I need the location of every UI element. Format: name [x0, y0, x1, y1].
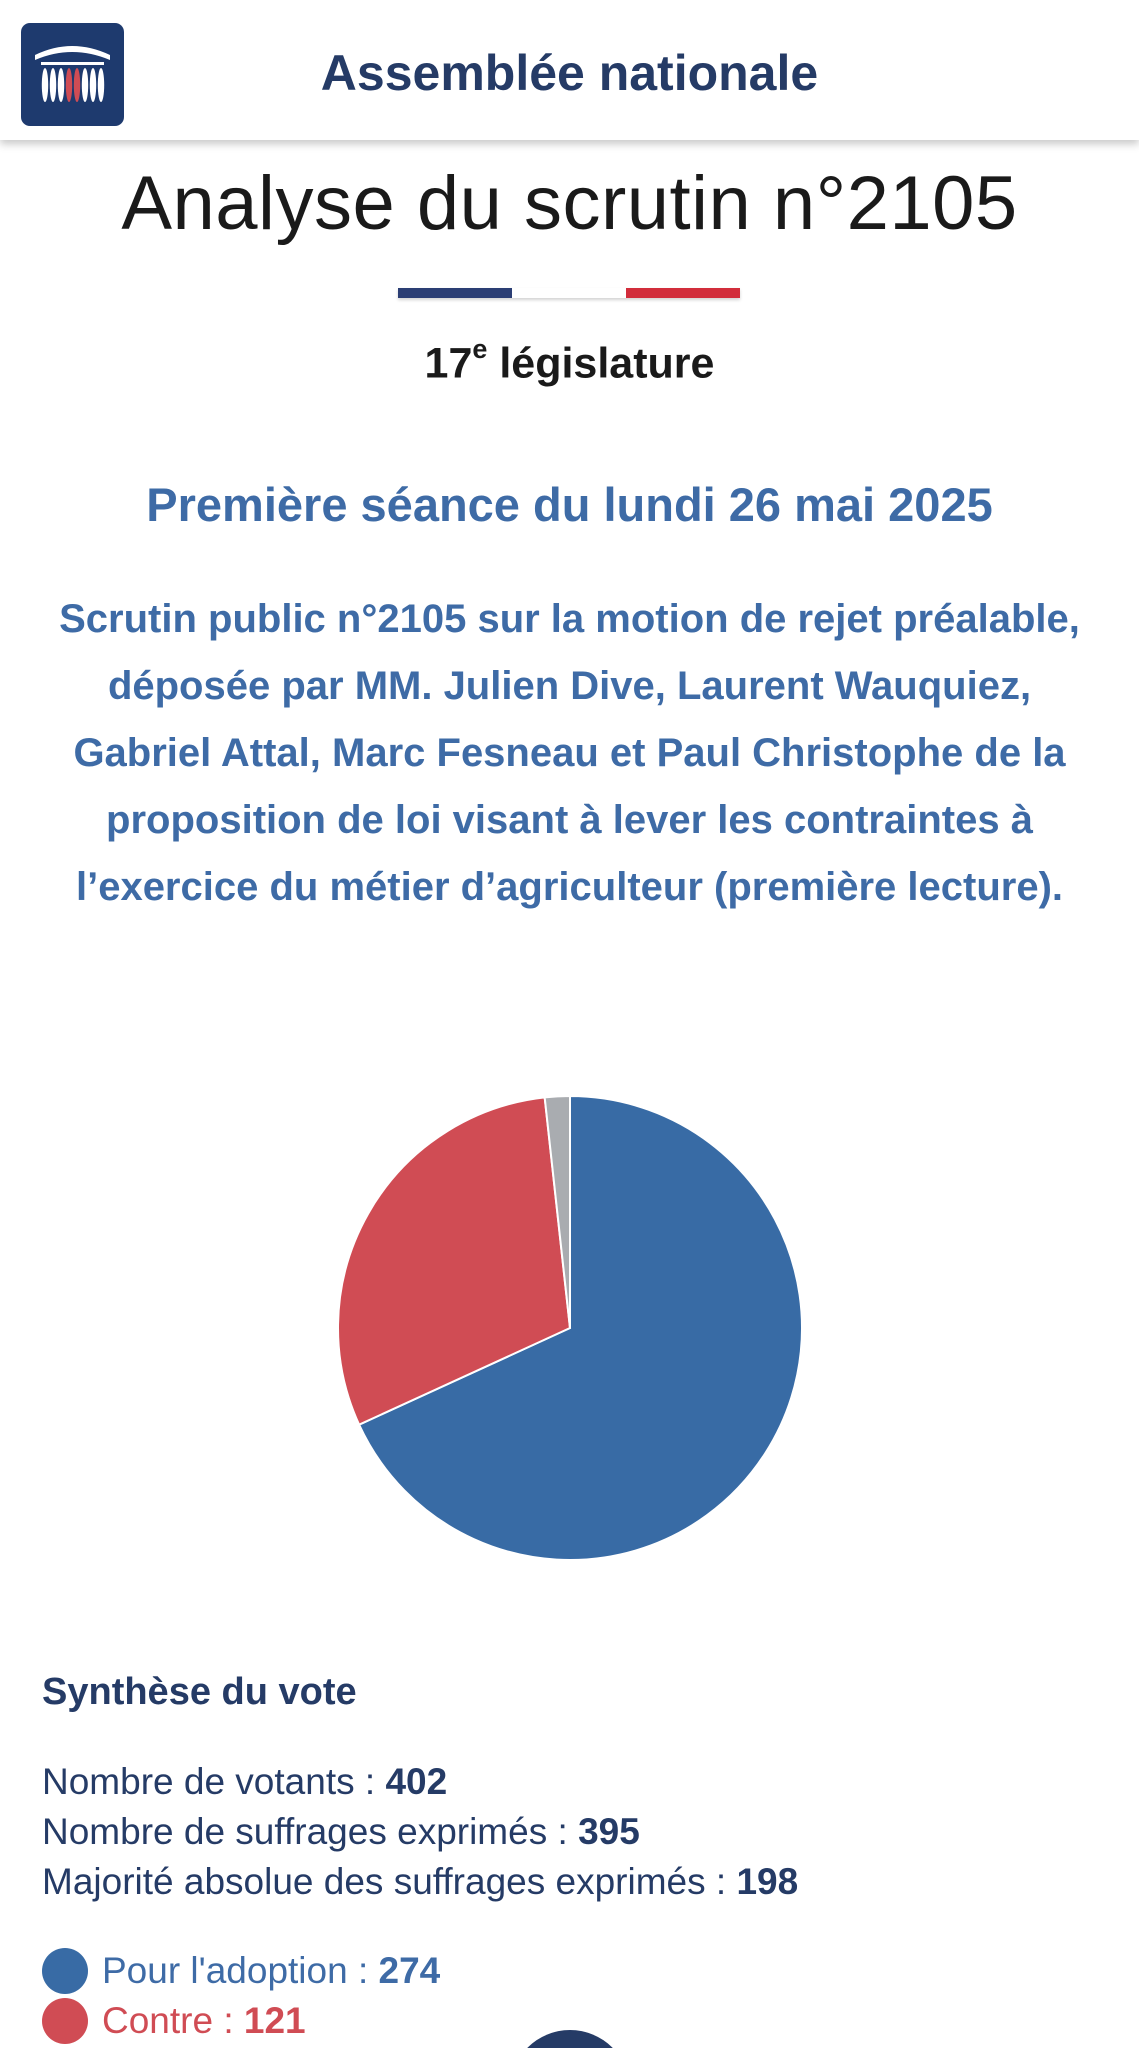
pie-slice-pour-l-adoption[interactable] — [357, 1094, 803, 1561]
vote-legend: Pour l'adoption : 274 Contre : 121 — [42, 1946, 440, 2046]
contre-dot-icon — [42, 1998, 88, 2044]
scrutin-description: Scrutin public n°2105 sur la motion de r… — [59, 597, 1080, 909]
contre-value: 121 — [243, 2000, 306, 2041]
majorite-value: 198 — [736, 1861, 799, 1902]
page-title: Analyse du scrutin n°2105 — [121, 161, 1018, 246]
top-bar: Assemblée nationale — [0, 0, 1139, 140]
floating-action-button[interactable] — [510, 2030, 630, 2048]
suffrages-row: Nombre de suffrages exprimés : 395 — [42, 1807, 798, 1857]
legislature-superscript: e — [472, 334, 488, 364]
seance-heading: Première séance du lundi 26 mai 2025 — [146, 478, 993, 531]
pour-label: Pour l'adoption : — [102, 1950, 369, 1991]
legislature-number: 17 — [424, 339, 473, 388]
suffrages-value: 395 — [578, 1811, 640, 1852]
pour-value: 274 — [378, 1950, 441, 1991]
synthese-title: Synthèse du vote — [42, 1671, 357, 1713]
pie-slice-abstention[interactable] — [543, 1094, 571, 1329]
pour-dot-icon — [42, 1948, 88, 1994]
app-title: Assemblée nationale — [320, 45, 819, 101]
legend-contre: Contre : 121 — [42, 1996, 440, 2046]
vote-pie-chart — [337, 1094, 803, 1561]
majorite-label: Majorité absolue des suffrages exprimés … — [42, 1861, 737, 1902]
votants-value: 402 — [385, 1761, 448, 1802]
assemblee-logo-icon[interactable] — [21, 23, 124, 126]
suffrages-label: Nombre de suffrages exprimés : — [42, 1811, 579, 1852]
legislature-label: 17e législature — [0, 334, 1139, 388]
votants-label: Nombre de votants : — [42, 1761, 386, 1802]
tricolor-divider — [398, 288, 740, 298]
majorite-row: Majorité absolue des suffrages exprimés … — [42, 1857, 798, 1907]
contre-label: Contre : — [102, 2000, 234, 2041]
legislature-text: législature — [499, 339, 715, 388]
pie-slice-contre[interactable] — [337, 1096, 572, 1427]
vote-statistics: Nombre de votants : 402 Nombre de suffra… — [42, 1757, 798, 1907]
legend-pour: Pour l'adoption : 274 — [42, 1946, 440, 1996]
votants-row: Nombre de votants : 402 — [42, 1757, 798, 1807]
